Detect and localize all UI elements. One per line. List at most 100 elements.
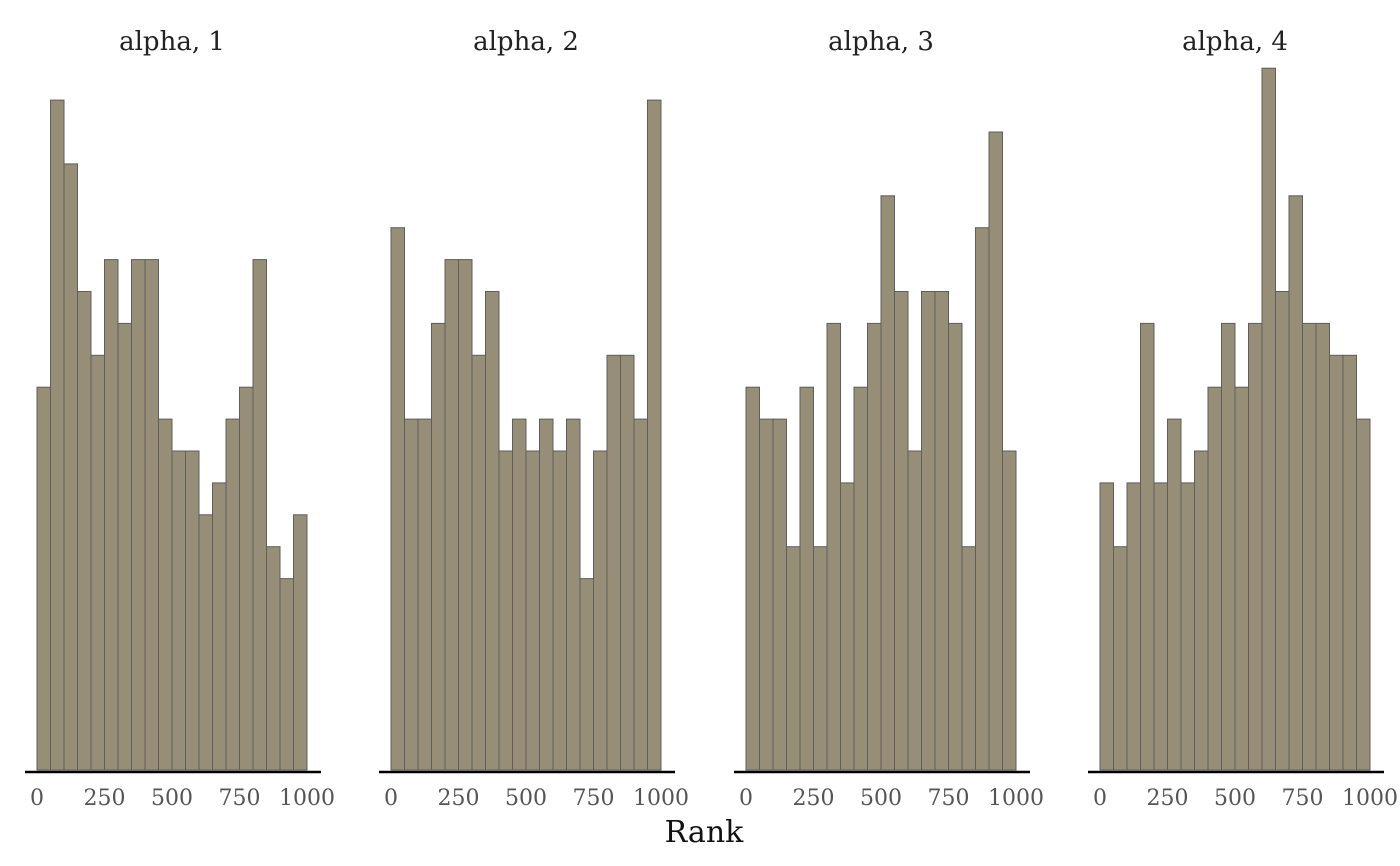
histogram-bar — [1153, 482, 1168, 771]
x-tick-label: 750 — [928, 786, 970, 811]
histogram-bar — [458, 259, 473, 771]
histogram-bar — [512, 418, 527, 771]
histogram-bar — [988, 131, 1003, 771]
panel-title: alpha, 2 — [473, 27, 579, 57]
x-tick-label: 250 — [1147, 786, 1189, 811]
histogram-bar — [390, 227, 405, 771]
histogram-bar — [1140, 322, 1155, 771]
histogram-bar — [1356, 418, 1371, 771]
histogram-bar — [185, 450, 200, 771]
histogram-bar — [921, 291, 936, 771]
histogram-bar — [647, 99, 662, 771]
histogram-bar — [252, 259, 267, 771]
histogram-bar — [1248, 322, 1263, 771]
panel-2: alpha, 2 0 250 500 750 1000 — [379, 27, 689, 811]
histogram-bar — [131, 259, 146, 771]
histogram-bar — [431, 322, 446, 771]
histogram-bar — [948, 322, 963, 771]
histogram-bar — [171, 450, 186, 771]
x-tick-label: 500 — [1214, 786, 1256, 811]
histogram-bar — [525, 450, 540, 771]
histogram-bar — [593, 450, 608, 771]
panel-title: alpha, 1 — [119, 27, 225, 57]
histogram-bar — [620, 354, 635, 771]
histogram-bar — [158, 418, 173, 771]
x-tick-label: 500 — [860, 786, 902, 811]
panel-1: alpha, 1 0 250 500 750 1000 — [25, 27, 335, 811]
histogram-bar — [485, 291, 500, 771]
histogram-bar — [198, 514, 213, 771]
x-tick-label: 250 — [438, 786, 480, 811]
histogram-bar — [894, 291, 909, 771]
histogram-bar — [293, 514, 308, 771]
histogram-bar — [279, 578, 294, 771]
histogram-bar — [853, 386, 868, 771]
histogram-bar — [239, 386, 254, 771]
histogram-bar — [1194, 450, 1209, 771]
x-tick-label: 250 — [84, 786, 126, 811]
histogram-bar — [144, 259, 159, 771]
histogram-bar — [786, 546, 801, 771]
histogram-bar — [579, 578, 594, 771]
panel-title: alpha, 3 — [828, 27, 934, 57]
x-tick-label: 1000 — [633, 786, 689, 811]
histogram-bar — [1002, 450, 1017, 771]
histogram-bar — [77, 291, 92, 771]
x-tick-label: 0 — [30, 786, 44, 811]
histogram-bar — [840, 482, 855, 771]
x-tick-label: 0 — [384, 786, 398, 811]
x-tick-label: 500 — [505, 786, 547, 811]
x-tick-label: 0 — [1093, 786, 1107, 811]
histogram-bar — [539, 418, 554, 771]
histogram-bar — [772, 418, 787, 771]
histogram-bar — [606, 354, 621, 771]
histogram-bar — [566, 418, 581, 771]
x-tick-label: 750 — [1282, 786, 1324, 811]
histogram-bar — [1288, 195, 1303, 771]
histogram-bar — [1261, 67, 1276, 771]
histogram-bar — [104, 259, 119, 771]
x-tick-label: 1000 — [279, 786, 335, 811]
histogram-bar — [745, 386, 760, 771]
histogram-bar — [1234, 386, 1249, 771]
histogram-bar — [1302, 322, 1317, 771]
histogram-bar — [1099, 482, 1114, 771]
histogram-bar — [633, 418, 648, 771]
histogram-bar — [826, 322, 841, 771]
histogram-bar — [1126, 482, 1141, 771]
histogram-bar — [117, 322, 132, 771]
x-tick-label: 1000 — [988, 786, 1044, 811]
x-tick-label: 750 — [573, 786, 615, 811]
panel-3: alpha, 3 0 250 500 750 1000 — [734, 27, 1044, 811]
histogram-bar — [975, 227, 990, 771]
x-tick-label: 750 — [219, 786, 261, 811]
histogram-bar — [225, 418, 240, 771]
histogram-bar — [1113, 546, 1128, 771]
x-tick-label: 1000 — [1342, 786, 1398, 811]
histogram-bar — [552, 450, 567, 771]
histogram-bar — [759, 418, 774, 771]
histogram-bar — [36, 386, 51, 771]
panel-title: alpha, 4 — [1182, 27, 1288, 57]
histogram-bar — [471, 354, 486, 771]
x-tick-label: 0 — [739, 786, 753, 811]
panel-4: alpha, 4 0 250 500 750 1000 — [1088, 27, 1398, 811]
x-tick-label: 500 — [151, 786, 193, 811]
histogram-bar — [498, 450, 513, 771]
x-tick-label: 250 — [793, 786, 835, 811]
histogram-bar — [880, 195, 895, 771]
histogram-bar — [1180, 482, 1195, 771]
histogram-bar — [50, 99, 65, 771]
histogram-bar — [867, 322, 882, 771]
histogram-bar — [90, 354, 105, 771]
x-axis-title: Rank — [665, 815, 744, 850]
histogram-bar — [1342, 354, 1357, 771]
histogram-bar — [266, 546, 281, 771]
histogram-bar — [417, 418, 432, 771]
histogram-bar — [813, 546, 828, 771]
histogram-bar — [1167, 418, 1182, 771]
histogram-bar — [1275, 291, 1290, 771]
histogram-bar — [212, 482, 227, 771]
histogram-bar — [961, 546, 976, 771]
